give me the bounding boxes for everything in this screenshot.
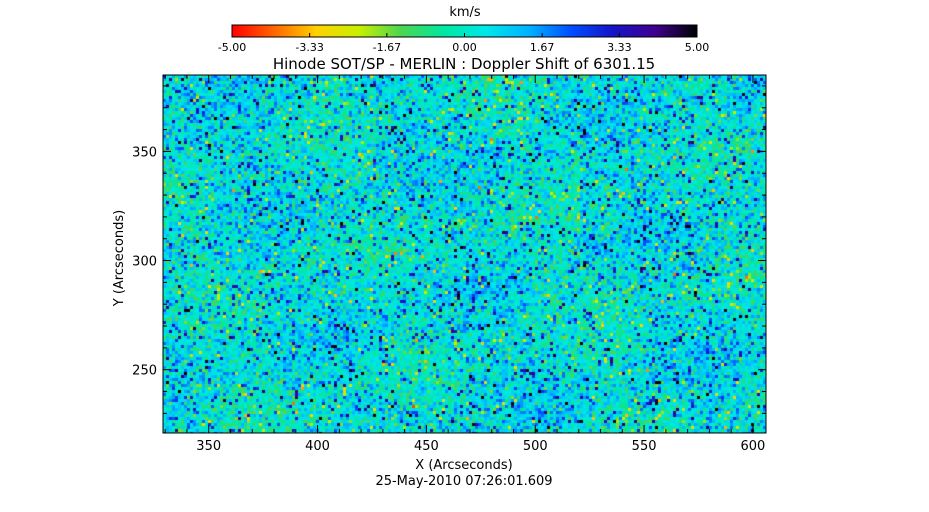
x-tick-label: 500: [523, 439, 548, 454]
x-tick-label: 450: [414, 439, 439, 454]
y-axis: 250 300 350: [132, 85, 766, 414]
x-tick-label: 600: [741, 439, 766, 454]
x-axis: 350 400 450 500 550 600: [164, 75, 766, 454]
colorbar-tick-label: 5.00: [685, 41, 710, 54]
colorbar-unit-label: km/s: [449, 5, 481, 20]
y-tick-label: 350: [132, 145, 157, 160]
colorbar-tick-label: -3.33: [295, 41, 323, 54]
colorbar: km/s -5.00 -3.33 -1.67 0.00 1.67 3.33 5.00: [218, 5, 709, 54]
x-tick-label: 550: [632, 439, 657, 454]
y-tick-label: 300: [132, 255, 157, 270]
doppler-map: [163, 75, 766, 433]
colorbar-tick-label: 0.00: [452, 41, 477, 54]
observation-timestamp: 25-May-2010 07:26:01.609: [375, 474, 552, 489]
x-axis-label: X (Arcseconds): [415, 458, 512, 473]
y-tick-label: 250: [132, 364, 157, 379]
colorbar-tick-label: -1.67: [373, 41, 401, 54]
plot-area: 350 400 450 500 550 600 250 300 350: [132, 74, 767, 454]
colorbar-tick-label: -5.00: [218, 41, 246, 54]
plot-frame: [162, 74, 767, 434]
y-axis-label: Y (Arcseconds): [112, 210, 127, 307]
x-tick-label: 400: [305, 439, 330, 454]
doppler-raster: [163, 75, 766, 433]
chart-title: Hinode SOT/SP - MERLIN : Doppler Shift o…: [273, 55, 655, 73]
colorbar-ticks: -5.00 -3.33 -1.67 0.00 1.67 3.33 5.00: [218, 33, 709, 54]
x-tick-label: 350: [196, 439, 221, 454]
colorbar-tick-label: 1.67: [530, 41, 555, 54]
colorbar-tick-label: 3.33: [607, 41, 632, 54]
